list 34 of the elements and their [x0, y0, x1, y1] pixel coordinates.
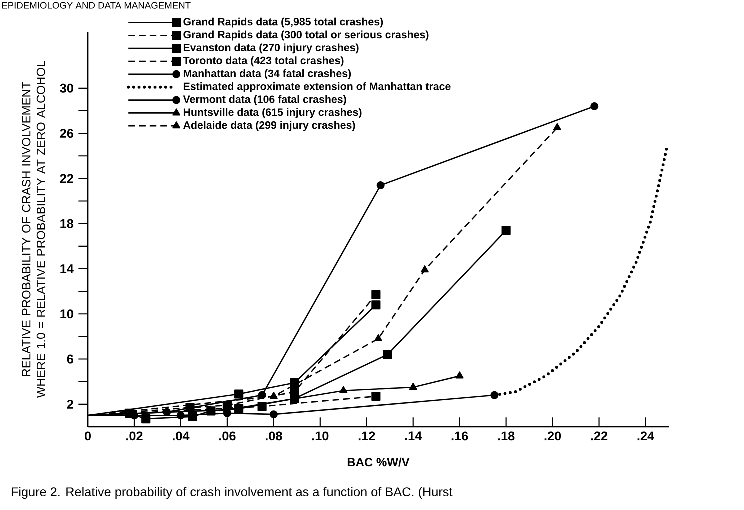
x-tick-label: .22 [591, 432, 608, 441]
x-tick-label: .12 [358, 432, 376, 441]
x-tick-label: .10 [312, 432, 329, 441]
x-axis-title: BAC %W/V [348, 458, 410, 467]
y-tick-label: 6 [67, 354, 74, 364]
legend-label: Estimated approximate extension of Manhattan trace [184, 82, 451, 92]
legend-label: Toronto data (423 total crashes) [183, 56, 344, 67]
x-tick-label: .24 [638, 432, 654, 441]
y-tick-label: 14 [60, 264, 74, 274]
text: EPIDEMIOLOGY AND DATA MANAGEMENT [2, 2, 191, 9]
y-tick-label: 2 [67, 400, 74, 409]
y-tick-label: 10 [60, 310, 74, 319]
legend-label: Adelaide data (299 injury crashes) [184, 121, 356, 132]
x-tick-label: .14 [405, 432, 422, 440]
x-tick-label: .08 [266, 432, 282, 441]
x-tick-label: .02 [126, 432, 143, 441]
legend-label: Manhattan data (34 fatal crashes) [184, 70, 352, 80]
legend-label: Grand Rapids data (300 total or serious crashes) [184, 30, 429, 41]
legend-label: Evanston data (270 injury crashes) [184, 44, 359, 54]
legend-label: Grand Rapids data (5,985 total crashes) [184, 18, 384, 28]
x-tick-label: .06 [219, 432, 236, 441]
x-tick-label: 0 [84, 432, 92, 441]
legend-label: Vermont data (106 fatal crashes) [183, 95, 346, 106]
y-tick-label: 26 [60, 129, 74, 138]
y-tick-label: 18 [60, 219, 74, 228]
x-tick-label: .04 [173, 432, 190, 441]
y-axis-title: RELATIVE PROBABILITY OF CRASH INVOLVEMENT WHERE 1.0 = RELATIVE PROBABILITY AT ZERO ALCOHOL [22, 61, 46, 398]
legend-label: Huntsville data (615 injury crashes) [184, 108, 362, 118]
x-tick-label: .18 [498, 432, 515, 441]
y-tick-label: 30 [60, 84, 74, 93]
x-tick-label: .20 [544, 432, 562, 441]
x-tick-label: .16 [452, 432, 468, 441]
caption: Figure 2. Relative probability of crash involvement as a function of BAC. (Hurst [12, 487, 453, 500]
y-tick-label: 22 [60, 174, 74, 184]
